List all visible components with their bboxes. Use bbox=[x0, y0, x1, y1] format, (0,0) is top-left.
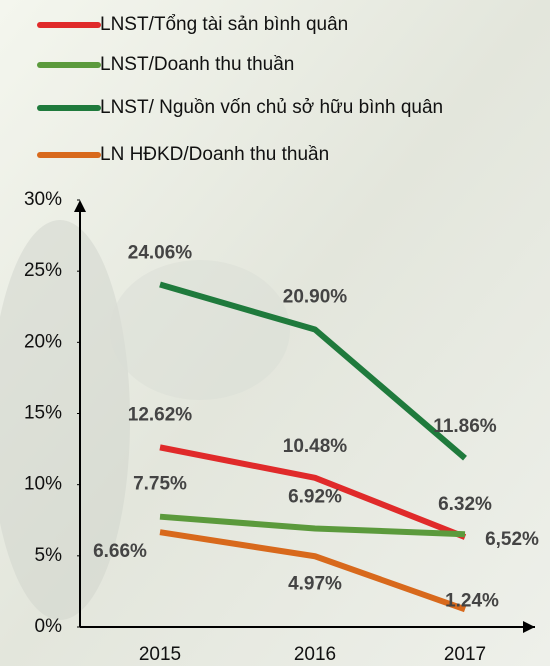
data-label: 12.62% bbox=[128, 404, 193, 425]
x-tick-label: 2017 bbox=[444, 644, 486, 665]
data-label: 6.32% bbox=[438, 494, 492, 515]
data-label: 1.24% bbox=[445, 590, 499, 611]
data-label: 6.92% bbox=[288, 487, 342, 508]
data-label: 7.75% bbox=[133, 474, 187, 495]
data-label: 4.97% bbox=[288, 573, 342, 594]
y-tick-label: 10% bbox=[24, 474, 62, 495]
y-tick-label: 20% bbox=[24, 331, 62, 352]
y-tick-label: 30% bbox=[24, 189, 62, 210]
legend-label: LNST/Tổng tài sản bình quân bbox=[100, 14, 348, 35]
y-tick-label: 0% bbox=[35, 616, 63, 637]
y-tick-label: 15% bbox=[24, 403, 62, 424]
x-tick-label: 2016 bbox=[294, 644, 336, 665]
legend-label: LNST/Doanh thu thuần bbox=[100, 54, 294, 75]
data-label: 6.66% bbox=[93, 541, 147, 562]
data-label: 11.86% bbox=[433, 416, 496, 437]
legend-label: LN HĐKD/Doanh thu thuần bbox=[100, 144, 329, 165]
decor bbox=[110, 260, 290, 400]
chart: LNST/Tổng tài sản bình quân LNST/Doanh th… bbox=[0, 0, 550, 666]
data-label: 24.06% bbox=[128, 243, 193, 264]
x-tick-label: 2015 bbox=[139, 644, 181, 665]
y-tick-label: 25% bbox=[24, 260, 62, 281]
y-tick-label: 5% bbox=[35, 545, 63, 566]
data-label: 20.90% bbox=[283, 287, 348, 308]
legend-label: LNST/ Nguồn vốn chủ sở hữu bình quân bbox=[100, 97, 443, 118]
data-label: 10.48% bbox=[283, 436, 348, 457]
data-label: 6,52% bbox=[485, 529, 539, 550]
